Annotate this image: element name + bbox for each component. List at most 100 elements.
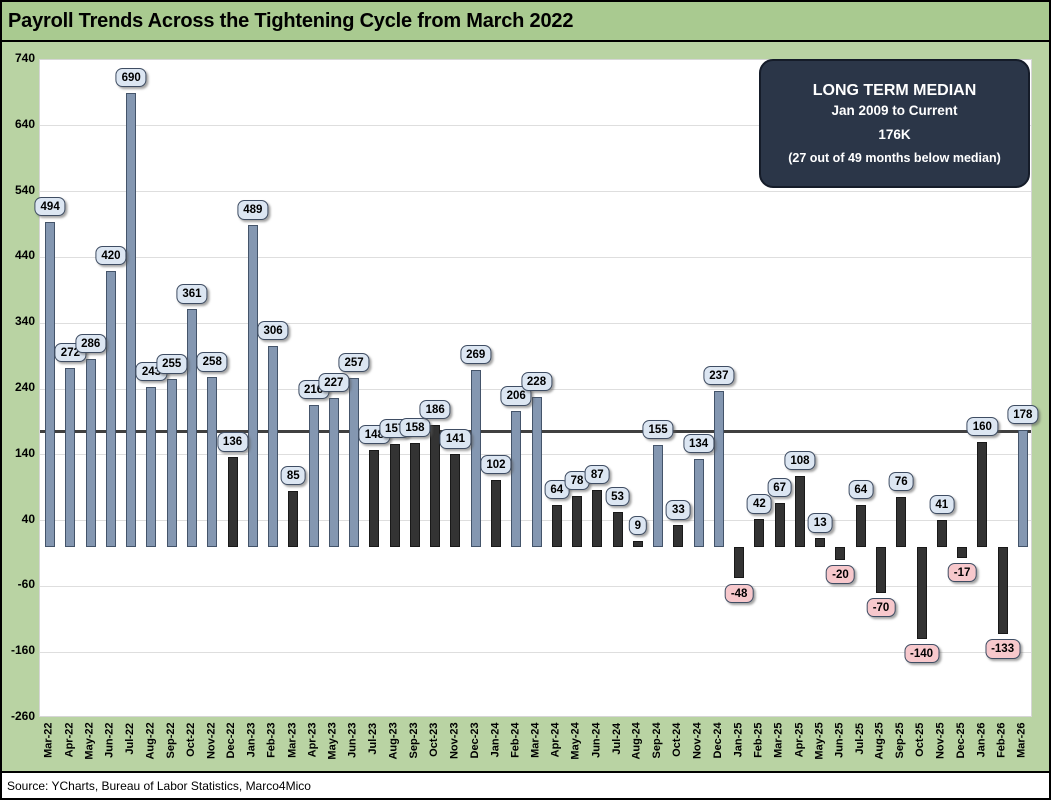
x-axis-label-box: Feb-23 [262,720,282,776]
x-axis-label: Sep-24 [651,722,664,759]
bar-Apr-25 [794,475,805,547]
bar-Dec-23 [470,369,481,547]
bar-Jan-25 [734,546,745,579]
bar-Oct-24 [673,525,684,547]
x-axis-label-box: Mar-23 [282,720,302,776]
bar-Nov-25 [936,519,947,547]
gridline [40,256,1031,258]
bar-value-label-Jul-24: 53 [605,487,630,507]
x-axis-label-box: Jun-25 [829,720,849,776]
bar-Apr-24 [551,504,562,547]
bar-value-label-Mar-24: 228 [520,371,553,392]
x-axis-label: Nov-23 [448,722,461,760]
y-axis-tick-label: 640 [14,116,35,131]
x-axis-label: Nov-24 [691,722,704,760]
bar-Mar-26 [1017,429,1028,547]
bar-value-label-May-24: 78 [564,470,590,490]
bar-value-label-Jun-22: 420 [95,245,127,265]
x-axis-label: Mar-23 [286,722,299,758]
bar-Feb-24 [511,411,522,547]
bar-Jul-23 [369,449,380,547]
bar-Sep-22 [166,379,177,547]
bar-value-label-Dec-24: 237 [703,365,735,386]
bar-Jul-24 [612,512,623,547]
bar-value-label-Jul-22: 690 [115,67,147,88]
x-axis-label: Feb-26 [995,722,1008,758]
x-axis-label: Sep-23 [407,722,420,759]
bar-May-24 [572,495,583,547]
x-axis-label: Jul-22 [124,722,137,755]
bar-value-label-Mar-26: 178 [1007,404,1039,425]
x-axis-label: Oct-25 [914,722,927,757]
bar-value-label-May-22: 286 [75,333,107,354]
x-axis-label: Oct-22 [184,722,197,757]
bar-Jun-25 [835,546,846,561]
x-axis-label: Jul-24 [610,722,623,755]
bar-Apr-23 [308,404,319,547]
bar-Feb-26 [997,546,1008,635]
bar-Dec-25 [957,546,968,559]
x-axis-label: Aug-25 [874,722,886,760]
x-axis-label: Apr-24 [549,722,562,758]
bar-Mar-24 [531,396,542,547]
long-term-median-callout: LONG TERM MEDIAN Jan 2009 to Current 176… [759,59,1030,188]
x-axis-label: Jan-24 [488,722,501,758]
y-axis-tick-label: -260 [10,709,35,723]
x-axis-label-box: Dec-24 [708,720,728,776]
bar-value-label-Apr-25: 108 [784,450,816,471]
bar-value-label-Jan-24: 102 [480,454,512,475]
x-axis-label-box: May-22 [80,720,100,776]
bar-value-label-Oct-22: 361 [176,284,208,304]
x-axis-label-box: Oct-23 [424,720,444,776]
bar-Jan-24 [490,479,501,547]
gridline [40,322,1031,324]
bar-Dec-24 [713,390,724,547]
bar-value-label-Jan-26: 160 [966,416,998,436]
x-axis-label-box: Mar-24 [526,720,546,776]
y-axis-tick-label: 740 [14,51,35,65]
bar-Oct-25 [916,546,927,640]
bar-Nov-24 [693,458,704,547]
x-axis-label-box: Dec-25 [951,720,971,776]
bar-Aug-25 [876,546,886,593]
gridline [40,125,1031,127]
x-axis-label: Aug-24 [630,722,643,760]
x-axis-label: Nov-22 [205,722,218,760]
bar-May-22 [85,358,96,547]
x-axis-label-box: Dec-23 [465,720,485,776]
x-axis-label: Mar-22 [43,722,56,758]
x-axis-label-box: Apr-25 [789,720,809,776]
bar-value-label-Nov-23: 141 [439,429,472,449]
bar-value-label-Apr-24: 64 [544,479,570,500]
x-axis-label: Dec-22 [225,722,238,759]
bar-value-label-Jun-24: 87 [584,464,610,485]
x-axis-label: Mar-24 [529,722,542,758]
x-axis-label: Oct-23 [428,722,441,757]
bar-value-label-Nov-24: 134 [683,433,715,454]
x-axis-label-box: Aug-22 [140,720,160,776]
bar-value-label-Feb-24: 206 [500,386,532,406]
x-axis-label-box: Jul-23 [363,720,383,776]
bar-value-label-Jan-23: 489 [237,200,269,220]
x-axis-label-box: Mar-22 [39,720,59,776]
chart-title-bar: Payroll Trends Across the Tightening Cyc… [2,2,1049,42]
bar-value-label-Sep-24: 155 [642,419,674,440]
x-axis-label: Jan-26 [975,722,988,758]
bar-Jun-24 [592,489,603,547]
y-axis-tick-label: 540 [14,182,35,197]
x-axis-label-box: Feb-24 [505,720,525,776]
x-axis-label-box: Feb-25 [748,720,768,776]
source-bar: Source: YCharts, Bureau of Labor Statist… [2,771,1049,798]
x-axis-label-box: Sep-22 [161,720,181,776]
x-axis-label: Apr-25 [792,722,805,758]
bar-value-label-Aug-24: 9 [628,515,648,536]
x-axis-label: Apr-22 [63,722,76,758]
bar-Apr-22 [65,367,76,547]
bar-value-label-Feb-23: 306 [257,320,289,340]
y-axis-tick-label: 40 [21,511,35,526]
bar-value-label-Nov-22: 258 [196,352,228,372]
x-axis-label-box: Feb-26 [992,720,1012,776]
bar-Dec-22 [227,457,238,547]
bar-Sep-25 [896,496,907,547]
bar-value-label-Mar-22: 494 [34,196,66,217]
